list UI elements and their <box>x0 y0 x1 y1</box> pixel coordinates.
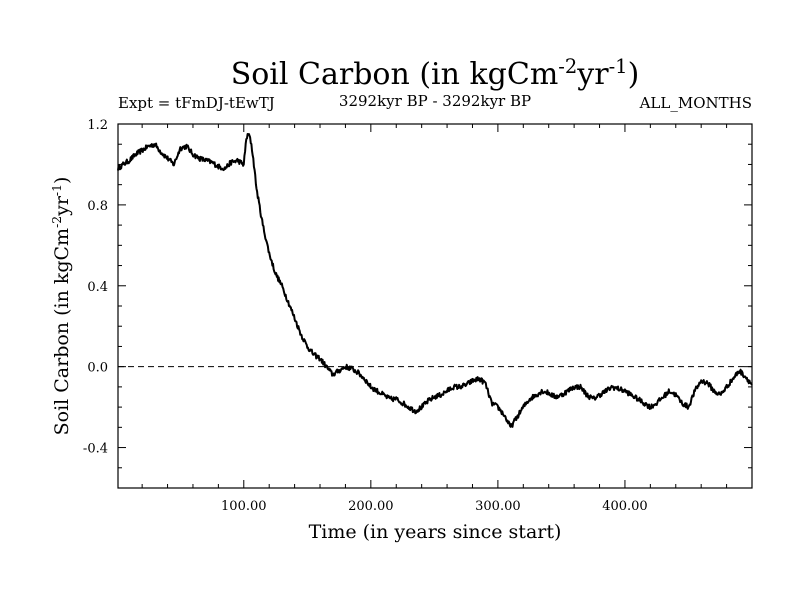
label-part-sup1: -2 <box>50 216 64 228</box>
label-part-main: Soil Carbon (in kgCm <box>51 228 73 435</box>
series-line-0 <box>117 133 753 428</box>
x-tick-label: 400.00 <box>602 499 648 514</box>
y-tick-label: 0.8 <box>87 199 108 214</box>
label-part-mid: yr <box>576 57 609 92</box>
series-group <box>117 133 753 428</box>
y-tick-label: -0.4 <box>83 442 108 457</box>
y-tick-label: 0.4 <box>87 280 108 295</box>
y-tick-label: 1.2 <box>87 118 108 133</box>
label-part-sup1: -2 <box>558 55 577 78</box>
label-part-sup2: -1 <box>609 55 628 78</box>
y-axis-label: Soil Carbon (in kgCm-2yr-1) <box>50 177 73 436</box>
plot-frame <box>117 123 753 489</box>
x-tick-label: 100.00 <box>221 499 267 514</box>
subtitle-experiment: Expt = tFmDJ-tEwTJ <box>118 94 275 112</box>
x-axis: 100.00 200.00 300.00 400.00 <box>141 124 728 514</box>
subtitle-period: 3292kyr BP - 3292kyr BP <box>339 92 531 110</box>
label-part-end: ) <box>628 57 640 92</box>
y-tick-label: 0.0 <box>87 361 108 376</box>
subtitle-months: ALL_MONTHS <box>639 94 752 112</box>
label-part-end: ) <box>51 177 73 184</box>
x-tick-label: 300.00 <box>475 499 521 514</box>
x-axis-label: Time (in years since start) <box>309 521 562 543</box>
label-part-sup2: -1 <box>50 184 64 196</box>
label-part-mid: yr <box>51 195 73 217</box>
chart-title: Soil Carbon (in kgCm-2yr-1) <box>231 55 640 93</box>
label-part-main: Soil Carbon (in kgCm <box>231 57 559 92</box>
y-axis: 1.2 0.8 0.4 0.0 -0.4 <box>83 118 752 469</box>
x-tick-label: 200.00 <box>348 499 394 514</box>
